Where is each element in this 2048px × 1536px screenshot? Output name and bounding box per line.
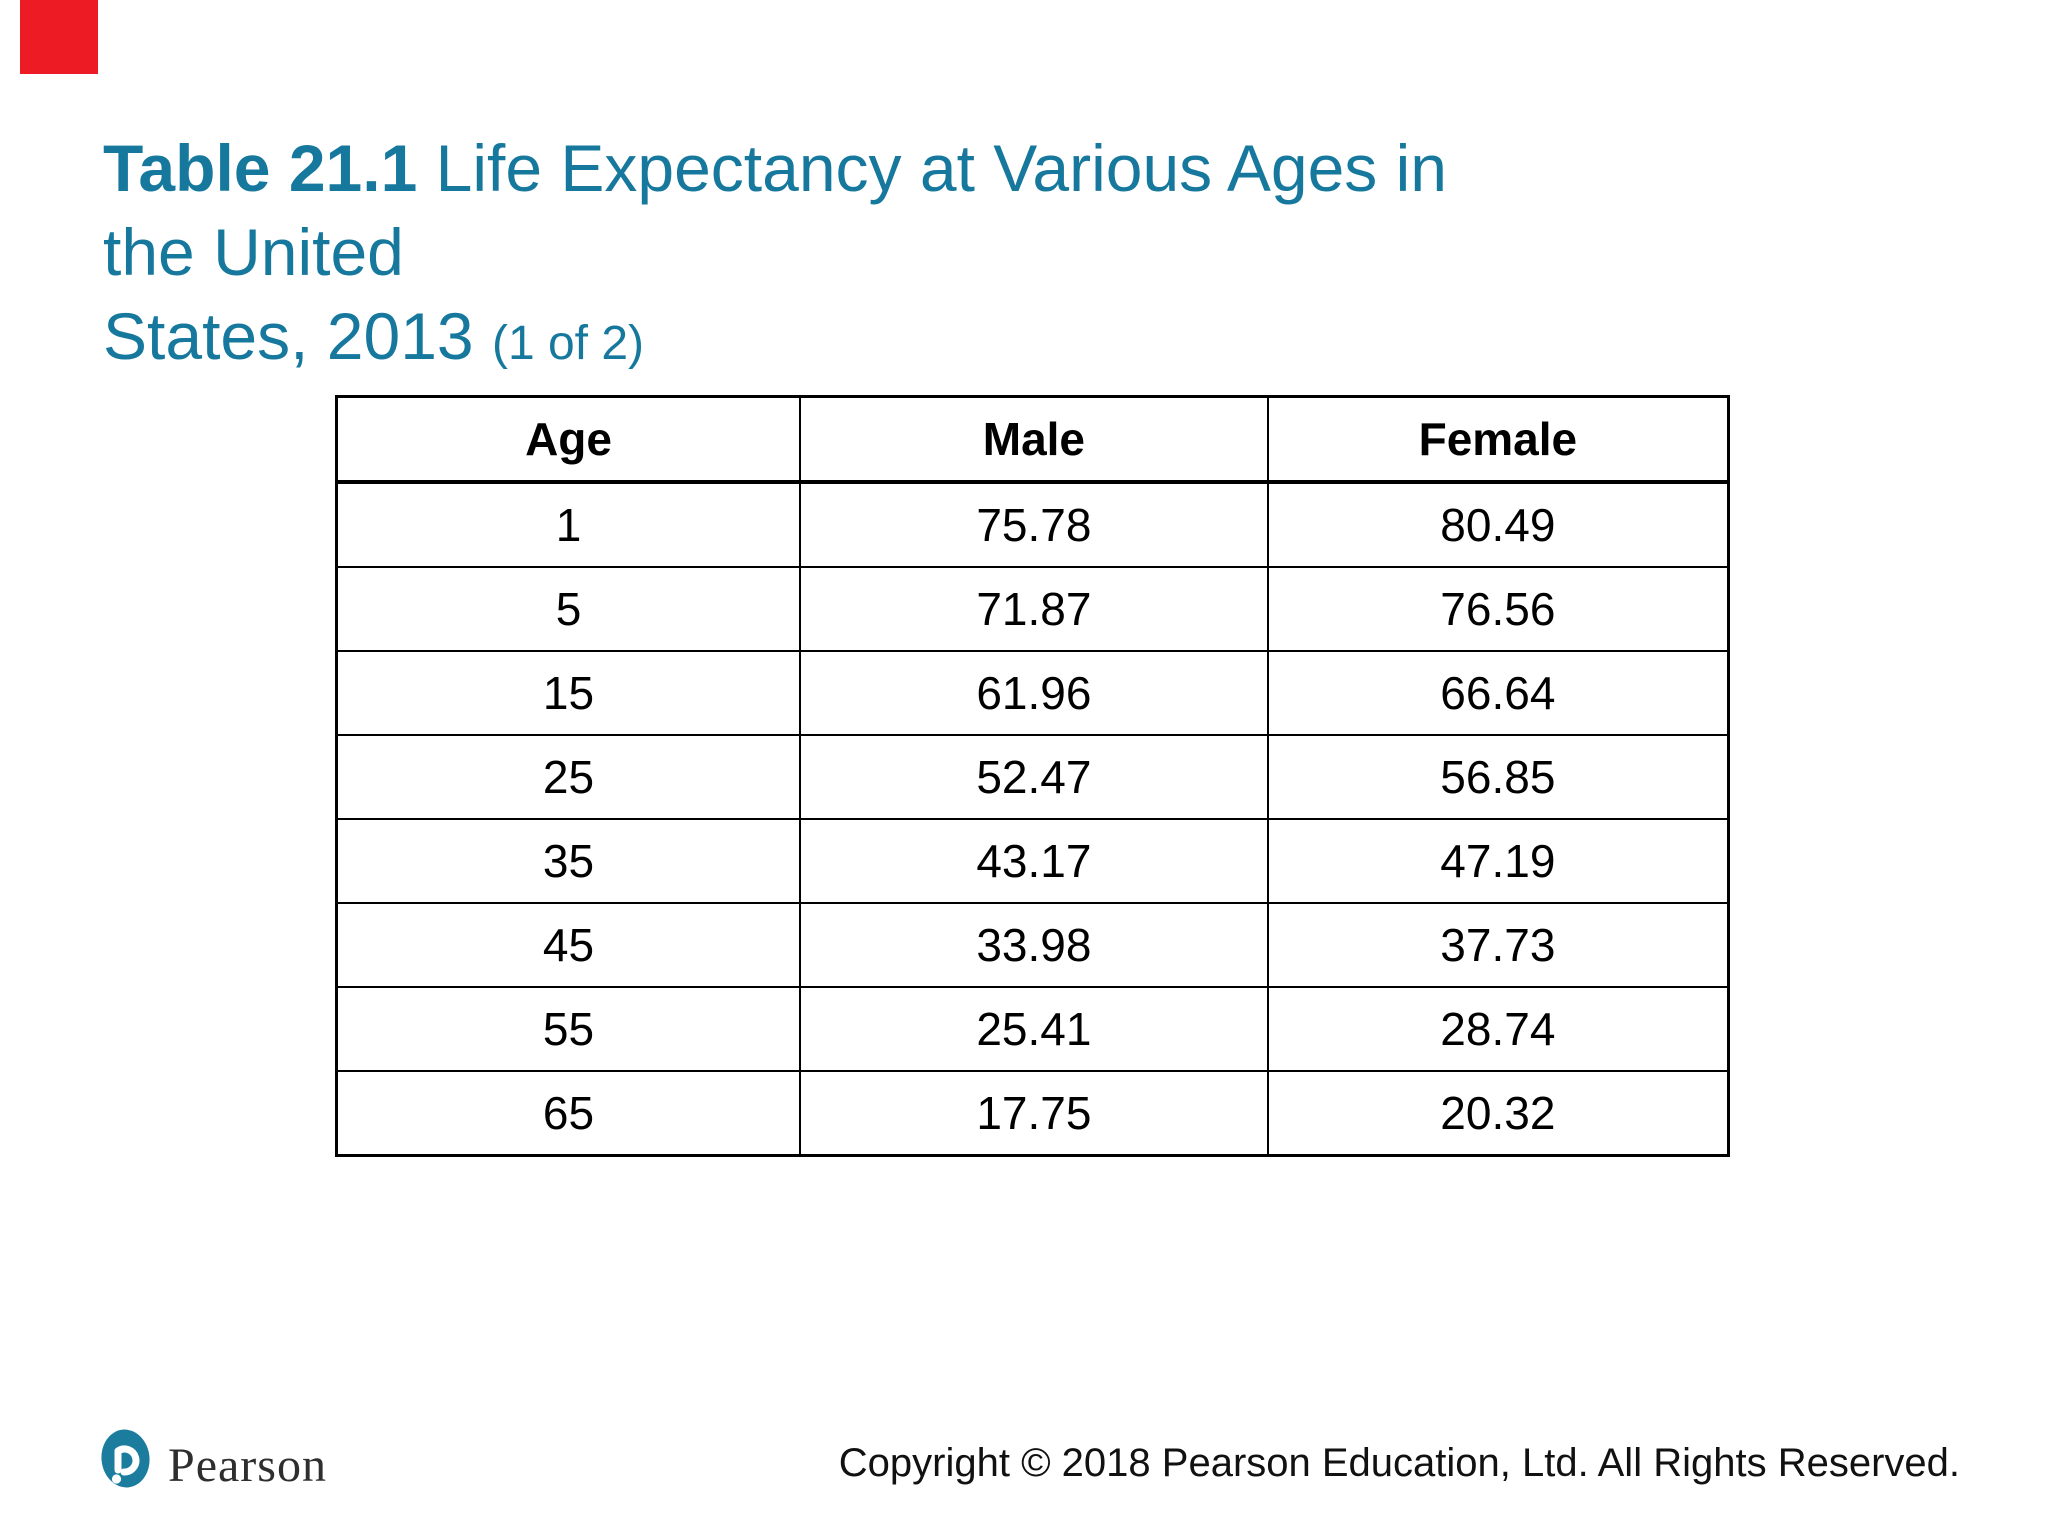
table-cell: 20.32: [1266, 1070, 1730, 1157]
table-header-cell: Female: [1266, 395, 1730, 484]
table-row: 35 43.17 47.19: [335, 818, 1730, 904]
table-cell: 47.19: [1266, 818, 1730, 904]
table-header-cell: Age: [335, 395, 802, 484]
table-cell: 65: [335, 1070, 802, 1157]
red-corner-marker: [20, 0, 98, 74]
table-cell: 71.87: [799, 566, 1269, 652]
table-cell: 43.17: [799, 818, 1269, 904]
table-cell: 28.74: [1266, 986, 1730, 1072]
table-cell: 76.56: [1266, 566, 1730, 652]
table-body: 1 75.78 80.49 5 71.87 76.56 15 61.96 66.64 25 52.4…: [335, 481, 1730, 1157]
table-cell: 56.85: [1266, 734, 1730, 820]
table-cell: 52.47: [799, 734, 1269, 820]
table-row: 5 71.87 76.56: [335, 566, 1730, 652]
table-row: 45 33.98 37.73: [335, 902, 1730, 988]
table-row: 55 25.41 28.74: [335, 986, 1730, 1072]
table-cell: 1: [335, 481, 802, 568]
table-cell: 25.41: [799, 986, 1269, 1072]
table-cell: 55: [335, 986, 802, 1072]
table-row: 25 52.47 56.85: [335, 734, 1730, 820]
table-header-row: Age Male Female: [335, 395, 1730, 484]
table-row: 1 75.78 80.49: [335, 481, 1730, 568]
life-expectancy-table: Age Male Female 1 75.78 80.49 5 71.87 76.56 15 61…: [335, 395, 1730, 1157]
copyright-text: Copyright © 2018 Pearson Education, Ltd.…: [838, 1441, 1960, 1485]
table-cell: 25: [335, 734, 802, 820]
title-main: Life Expectancy at Various Ages in the U…: [103, 131, 1447, 289]
table-header-cell: Male: [799, 395, 1269, 484]
table-cell: 17.75: [799, 1070, 1269, 1157]
table-cell: 45: [335, 902, 802, 988]
table-cell: 80.49: [1266, 481, 1730, 568]
table-cell: 5: [335, 566, 802, 652]
table-cell: 35: [335, 818, 802, 904]
table-cell: 15: [335, 650, 802, 736]
title-line2: States, 2013: [103, 299, 492, 373]
title-table-number: Table 21.1: [103, 131, 418, 205]
title-pagination: (1 of 2): [491, 317, 645, 370]
table-row: 65 17.75 20.32: [335, 1070, 1730, 1157]
table-cell: 75.78: [799, 481, 1269, 568]
table-cell: 37.73: [1266, 902, 1730, 988]
table-cell: 61.96: [799, 650, 1269, 736]
table-cell: 33.98: [799, 902, 1269, 988]
table-row: 15 61.96 66.64: [335, 650, 1730, 736]
pearson-logo-icon: [101, 1429, 150, 1488]
page-title: Table 21.1 Life Expectancy at Various Ag…: [103, 126, 1523, 386]
pearson-wordmark: Pearson: [168, 1439, 327, 1492]
table-cell: 66.64: [1266, 650, 1730, 736]
